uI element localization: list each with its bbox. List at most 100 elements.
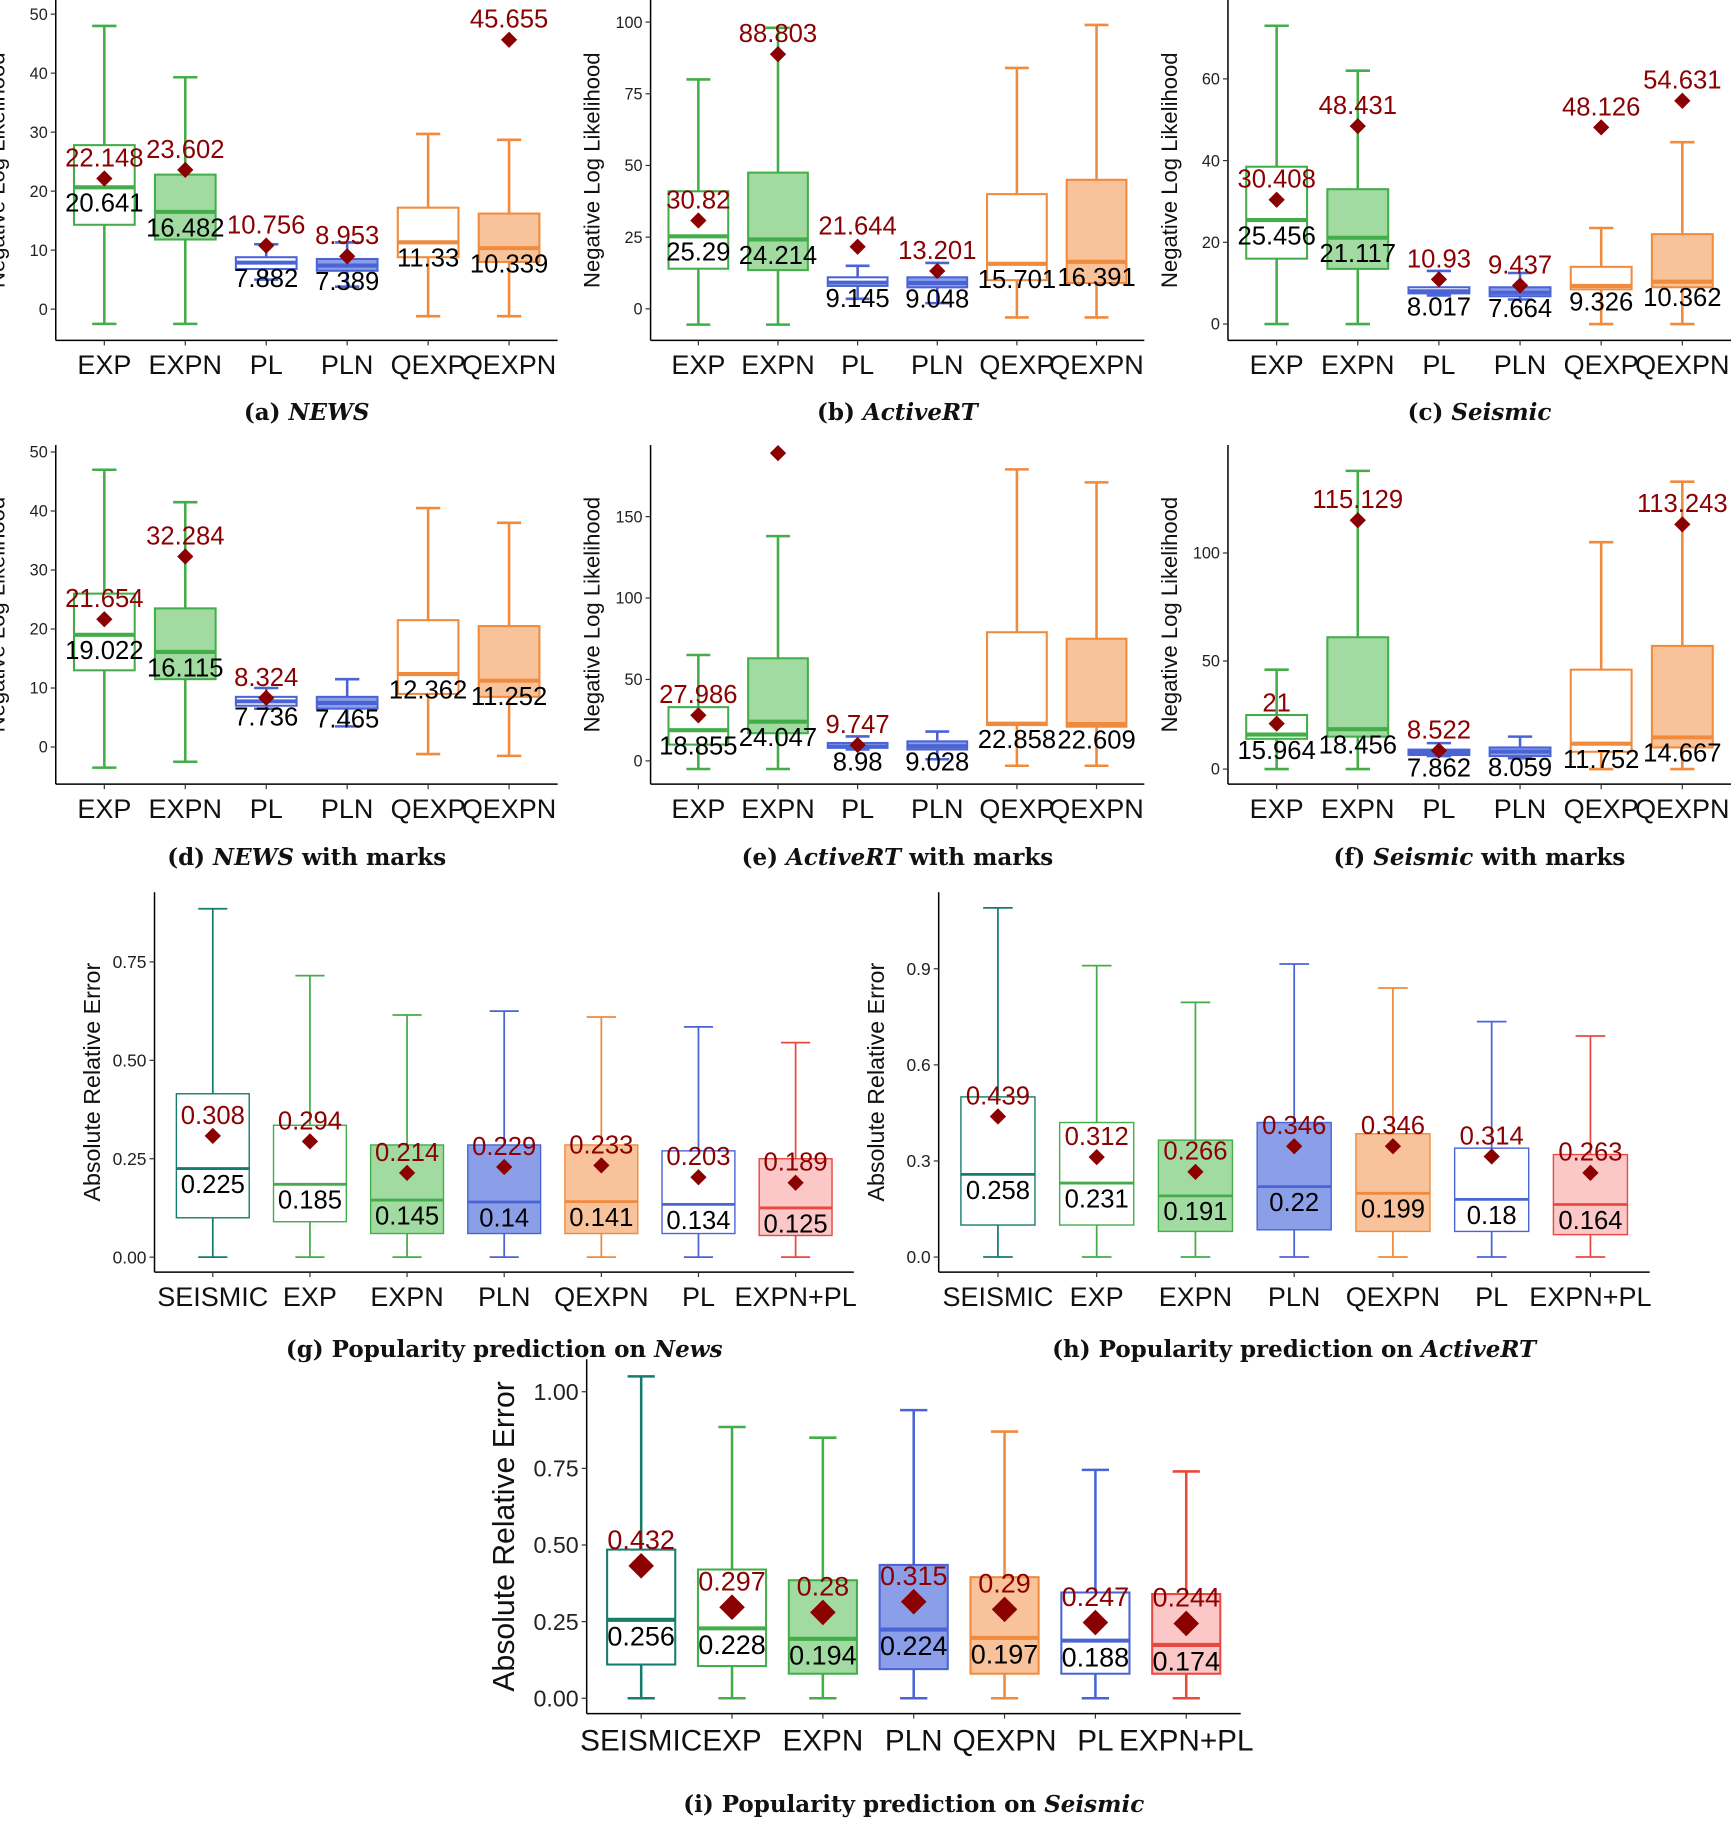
- x-tick-label: EXPN+PL: [1529, 1282, 1651, 1312]
- median-label: 7.465: [315, 705, 379, 733]
- mean-diamond: [1349, 512, 1366, 529]
- caption-suffix: with marks: [1473, 843, 1626, 871]
- median-label: 7.389: [315, 268, 379, 296]
- box-expn: 18.456 115.129: [1312, 469, 1403, 771]
- y-tick-label: 0.00: [533, 1685, 578, 1711]
- mean-diamond: [929, 262, 946, 280]
- box-pln: 7.465: [315, 677, 379, 733]
- y-axis-title: Negative Log Likelihood: [1157, 52, 1182, 288]
- box-expn-plus-pl: 0.125 0.189: [758, 1041, 833, 1259]
- median-label: 16.115: [147, 654, 223, 682]
- mean-diamond: [301, 1133, 319, 1150]
- mean-diamond: [339, 248, 356, 265]
- box-iqr: [369, 1144, 445, 1235]
- caption-italic: ActiveRT: [1421, 1336, 1537, 1364]
- box-expn: 21.117 48.431: [1319, 69, 1397, 326]
- mean-diamond: [1268, 715, 1285, 732]
- x-tick-label: EXPN: [370, 1282, 443, 1312]
- median-label: 0.125: [764, 1210, 828, 1238]
- median-label: 24.214: [739, 242, 817, 270]
- y-tick-label: 0.00: [113, 1247, 147, 1267]
- mean-label: 0.439: [966, 1082, 1030, 1110]
- mean-label: 48.431: [1319, 92, 1397, 120]
- mean-diamond: [849, 238, 866, 255]
- mean-diamond: [177, 548, 194, 565]
- x-tick-label: QEXPN: [953, 1725, 1057, 1758]
- y-tick-label: 30: [30, 124, 48, 142]
- box-exp: 19.022 21.654: [65, 468, 144, 769]
- y-tick-label: 0: [39, 739, 48, 757]
- x-tick-label: QEXPN: [1049, 350, 1143, 380]
- panel-c: 0 20 40 60 Negative Log Likelihood 25.456 30.4…: [1157, 0, 1731, 380]
- box-expn: 0.191 0.266: [1157, 1001, 1234, 1258]
- median-label: 22.858: [978, 726, 1056, 754]
- box-iqr: [153, 607, 217, 681]
- x-tick-label: QEXPN: [462, 794, 556, 824]
- caption-prefix: (f): [1333, 843, 1374, 871]
- x-tick-label: QEXP: [391, 794, 466, 824]
- box-iqr: [72, 592, 136, 672]
- box-iqr: [1058, 1121, 1135, 1226]
- mean-diamond: [787, 1174, 804, 1191]
- y-tick-label: 0.9: [906, 959, 930, 979]
- mean-label: 54.631: [1643, 67, 1721, 95]
- mean-diamond: [593, 1157, 610, 1174]
- mean-diamond: [500, 31, 518, 48]
- caption-prefix: (i) Popularity prediction on: [683, 1790, 1045, 1818]
- median-label: 0.225: [181, 1171, 245, 1199]
- box-iqr: [1245, 165, 1309, 260]
- x-tick-label: EXPN: [149, 794, 222, 824]
- box-iqr: [1157, 1139, 1234, 1233]
- y-tick-label: 30: [30, 562, 48, 580]
- median-label: 0.231: [1065, 1185, 1129, 1213]
- x-tick-label: EXP: [702, 1725, 761, 1758]
- median-label: 22.609: [1057, 726, 1135, 754]
- median-label: 7.664: [1488, 295, 1552, 323]
- box-expn: 24.214 88.803: [739, 20, 817, 326]
- mean-diamond: [177, 161, 194, 179]
- panel-caption: (e) ActiveRT with marks: [742, 844, 1054, 871]
- box-iqr: [878, 1563, 949, 1671]
- box-exp: 0.228 0.297: [696, 1425, 768, 1700]
- median-label: 12.362: [389, 676, 467, 704]
- median-label: 8.059: [1488, 754, 1552, 782]
- box-qexp: 9.326 48.126: [1562, 93, 1640, 326]
- y-tick-label: 50: [624, 157, 642, 175]
- caption-italic: Seismic: [1044, 1790, 1145, 1818]
- mean-label: 21: [1262, 690, 1291, 718]
- mean-diamond: [96, 170, 113, 187]
- y-tick-label: 0.0: [906, 1247, 930, 1267]
- x-tick-label: PL: [250, 794, 283, 824]
- x-tick-label: SEISMIC: [580, 1725, 702, 1758]
- y-tick-label: 0.6: [906, 1055, 930, 1075]
- y-tick-label: 0: [634, 753, 643, 771]
- mean-diamond: [690, 212, 707, 229]
- box-qexpn: 10.339 45.655: [470, 6, 548, 318]
- box-iqr: [787, 1579, 858, 1675]
- mean-label: 0.266: [1163, 1138, 1227, 1166]
- mean-label: 0.432: [607, 1525, 675, 1555]
- median-label: 10.362: [1643, 284, 1721, 312]
- median-label: 18.855: [659, 733, 737, 761]
- mean-label: 113.243: [1637, 490, 1728, 518]
- box-pln: 8.059: [1488, 735, 1552, 782]
- box-iqr: [969, 1576, 1040, 1675]
- mean-label: 0.233: [569, 1131, 633, 1159]
- y-tick-label: 0: [39, 301, 48, 319]
- caption-suffix: with marks: [901, 843, 1054, 871]
- box-iqr: [175, 1093, 250, 1219]
- mean-label: 21.654: [65, 585, 143, 613]
- mean-label: 48.126: [1562, 93, 1640, 121]
- box-iqr: [758, 1158, 833, 1237]
- box-qexpn: 11.252: [471, 521, 547, 758]
- y-axis-title: Negative Log Likelihood: [579, 497, 604, 733]
- y-tick-label: 100: [1193, 545, 1220, 563]
- panel-b: 0 25 50 75 100 Negative Log Likelihood 25.29 30…: [579, 0, 1145, 380]
- y-tick-label: 0.3: [906, 1151, 930, 1171]
- x-tick-label: EXPN: [741, 350, 814, 380]
- mean-label: 0.29: [978, 1569, 1031, 1599]
- y-tick-label: 40: [30, 503, 48, 521]
- x-tick-label: QEXP: [1564, 794, 1639, 824]
